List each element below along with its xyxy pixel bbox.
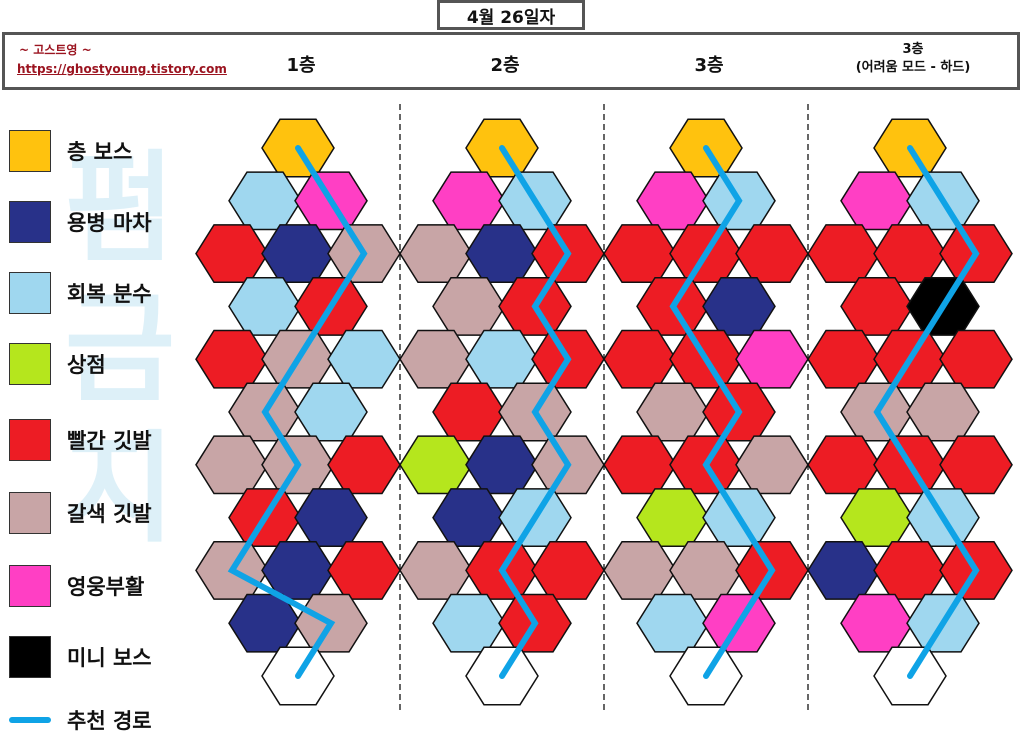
- hex-cell: [399, 540, 473, 600]
- floor-2-label: 2층: [490, 55, 520, 76]
- hex-cell: [840, 171, 914, 231]
- hex-cell: [399, 435, 473, 495]
- legend-swatch-boss: [9, 130, 51, 172]
- hex-cell: [603, 224, 677, 284]
- hex-cell: [228, 276, 302, 336]
- legend-swatch-fountain: [9, 272, 51, 314]
- legend-item-miniboss: 미니 보스: [9, 635, 152, 679]
- watermark-text: 펌금지: [64, 140, 176, 559]
- legend-label-carriage: 용병 마차: [67, 211, 152, 235]
- legend-label-brown-flag: 갈색 깃발: [67, 502, 152, 526]
- hex-cell: [735, 224, 809, 284]
- hex-cell: [735, 435, 809, 495]
- hex-cell: [261, 224, 335, 284]
- hex-cell: [603, 435, 677, 495]
- hex-cell: [465, 329, 539, 389]
- legend-item-boss: 층 보스: [9, 129, 132, 173]
- hex-cell: [432, 171, 506, 231]
- legend-label-boss: 층 보스: [67, 140, 133, 164]
- hex-cell: [399, 329, 473, 389]
- hex-cell: [603, 540, 677, 600]
- legend-swatch-brown-flag: [9, 492, 51, 534]
- hex-cell: [939, 435, 1013, 495]
- hex-cell: [531, 540, 605, 600]
- hex-cell: [702, 276, 776, 336]
- hex-cell: [807, 224, 881, 284]
- hex-cell: [432, 593, 506, 653]
- floor-3-hard-label: 3층 (어려움 모드 - 하드): [856, 41, 971, 77]
- legend-item-route: 추천 경로: [9, 698, 152, 742]
- hex-cell: [399, 224, 473, 284]
- floor-1-label: 1층: [286, 55, 316, 76]
- legend-label-shop: 상점: [67, 353, 106, 377]
- hex-cell: [327, 540, 401, 600]
- hex-cell: [939, 329, 1013, 389]
- hex-cell: [873, 224, 947, 284]
- site-name: ~ 고스트영 ~: [19, 43, 92, 57]
- hex-cell: [807, 435, 881, 495]
- hex-map-2: [399, 118, 605, 706]
- hex-cell: [873, 540, 947, 600]
- legend-label-red-flag: 빨간 깃발: [67, 429, 152, 453]
- legend-item-revive: 영웅부활: [9, 564, 144, 608]
- legend-item-shop: 상점: [9, 342, 106, 386]
- hex-cell: [636, 488, 710, 548]
- legend-swatch-miniboss: [9, 636, 51, 678]
- hex-cell: [228, 171, 302, 231]
- route-line-1: [227, 145, 368, 679]
- legend-swatch-red-flag: [9, 419, 51, 461]
- hex-cell: [432, 488, 506, 548]
- legend-swatch-shop: [9, 343, 51, 385]
- hex-cell: [840, 276, 914, 336]
- route-line-4: [873, 145, 980, 679]
- legend-swatch-revive: [9, 565, 51, 607]
- hex-cell: [195, 329, 269, 389]
- hex-cell: [906, 382, 980, 442]
- hex-map-1: [195, 118, 401, 706]
- legend-swatch-route: [9, 717, 51, 723]
- legend-label-revive: 영웅부활: [67, 575, 145, 599]
- hex-cell: [327, 435, 401, 495]
- hex-cell: [840, 488, 914, 548]
- hex-cell: [432, 382, 506, 442]
- hex-cell: [195, 435, 269, 495]
- hex-cell: [807, 540, 881, 600]
- header-bar: ~ 고스트영 ~ https://ghostyoung.tistory.com …: [2, 32, 1020, 90]
- hex-map-3: [603, 118, 809, 706]
- hex-cell: [432, 276, 506, 336]
- hex-cell: [327, 329, 401, 389]
- hex-cell: [465, 224, 539, 284]
- legend-item-red-flag: 빨간 깃발: [9, 418, 152, 462]
- hex-cell: [294, 382, 368, 442]
- legend-swatch-carriage: [9, 201, 51, 243]
- hex-cell: [294, 488, 368, 548]
- hex-cell: [195, 224, 269, 284]
- legend-item-fountain: 회복 분수: [9, 271, 152, 315]
- floor-3-hard-mode: (어려움 모드 - 하드): [855, 60, 971, 75]
- hex-cell: [807, 329, 881, 389]
- hex-cell: [735, 329, 809, 389]
- legend-label-fountain: 회복 분수: [67, 282, 152, 306]
- hex-cell: [465, 435, 539, 495]
- route-line-2: [498, 145, 572, 679]
- hex-cell: [636, 171, 710, 231]
- legend-label-miniboss: 미니 보스: [67, 646, 152, 670]
- hex-cell: [603, 329, 677, 389]
- hex-map-4: [807, 118, 1013, 706]
- route-line-3: [669, 145, 776, 679]
- date-title: 4월 26일자: [437, 0, 585, 30]
- hex-cell: [669, 540, 743, 600]
- floor-3-label: 3층: [694, 55, 724, 76]
- hex-cell: [636, 382, 710, 442]
- hex-cell: [636, 593, 710, 653]
- legend-label-route: 추천 경로: [67, 709, 152, 733]
- legend-item-carriage: 용병 마차: [9, 200, 152, 244]
- floor-3-hard-title: 3층: [902, 42, 924, 57]
- site-url-link[interactable]: https://ghostyoung.tistory.com: [17, 62, 227, 76]
- legend-item-brown-flag: 갈색 깃발: [9, 491, 152, 535]
- hex-cell: [840, 593, 914, 653]
